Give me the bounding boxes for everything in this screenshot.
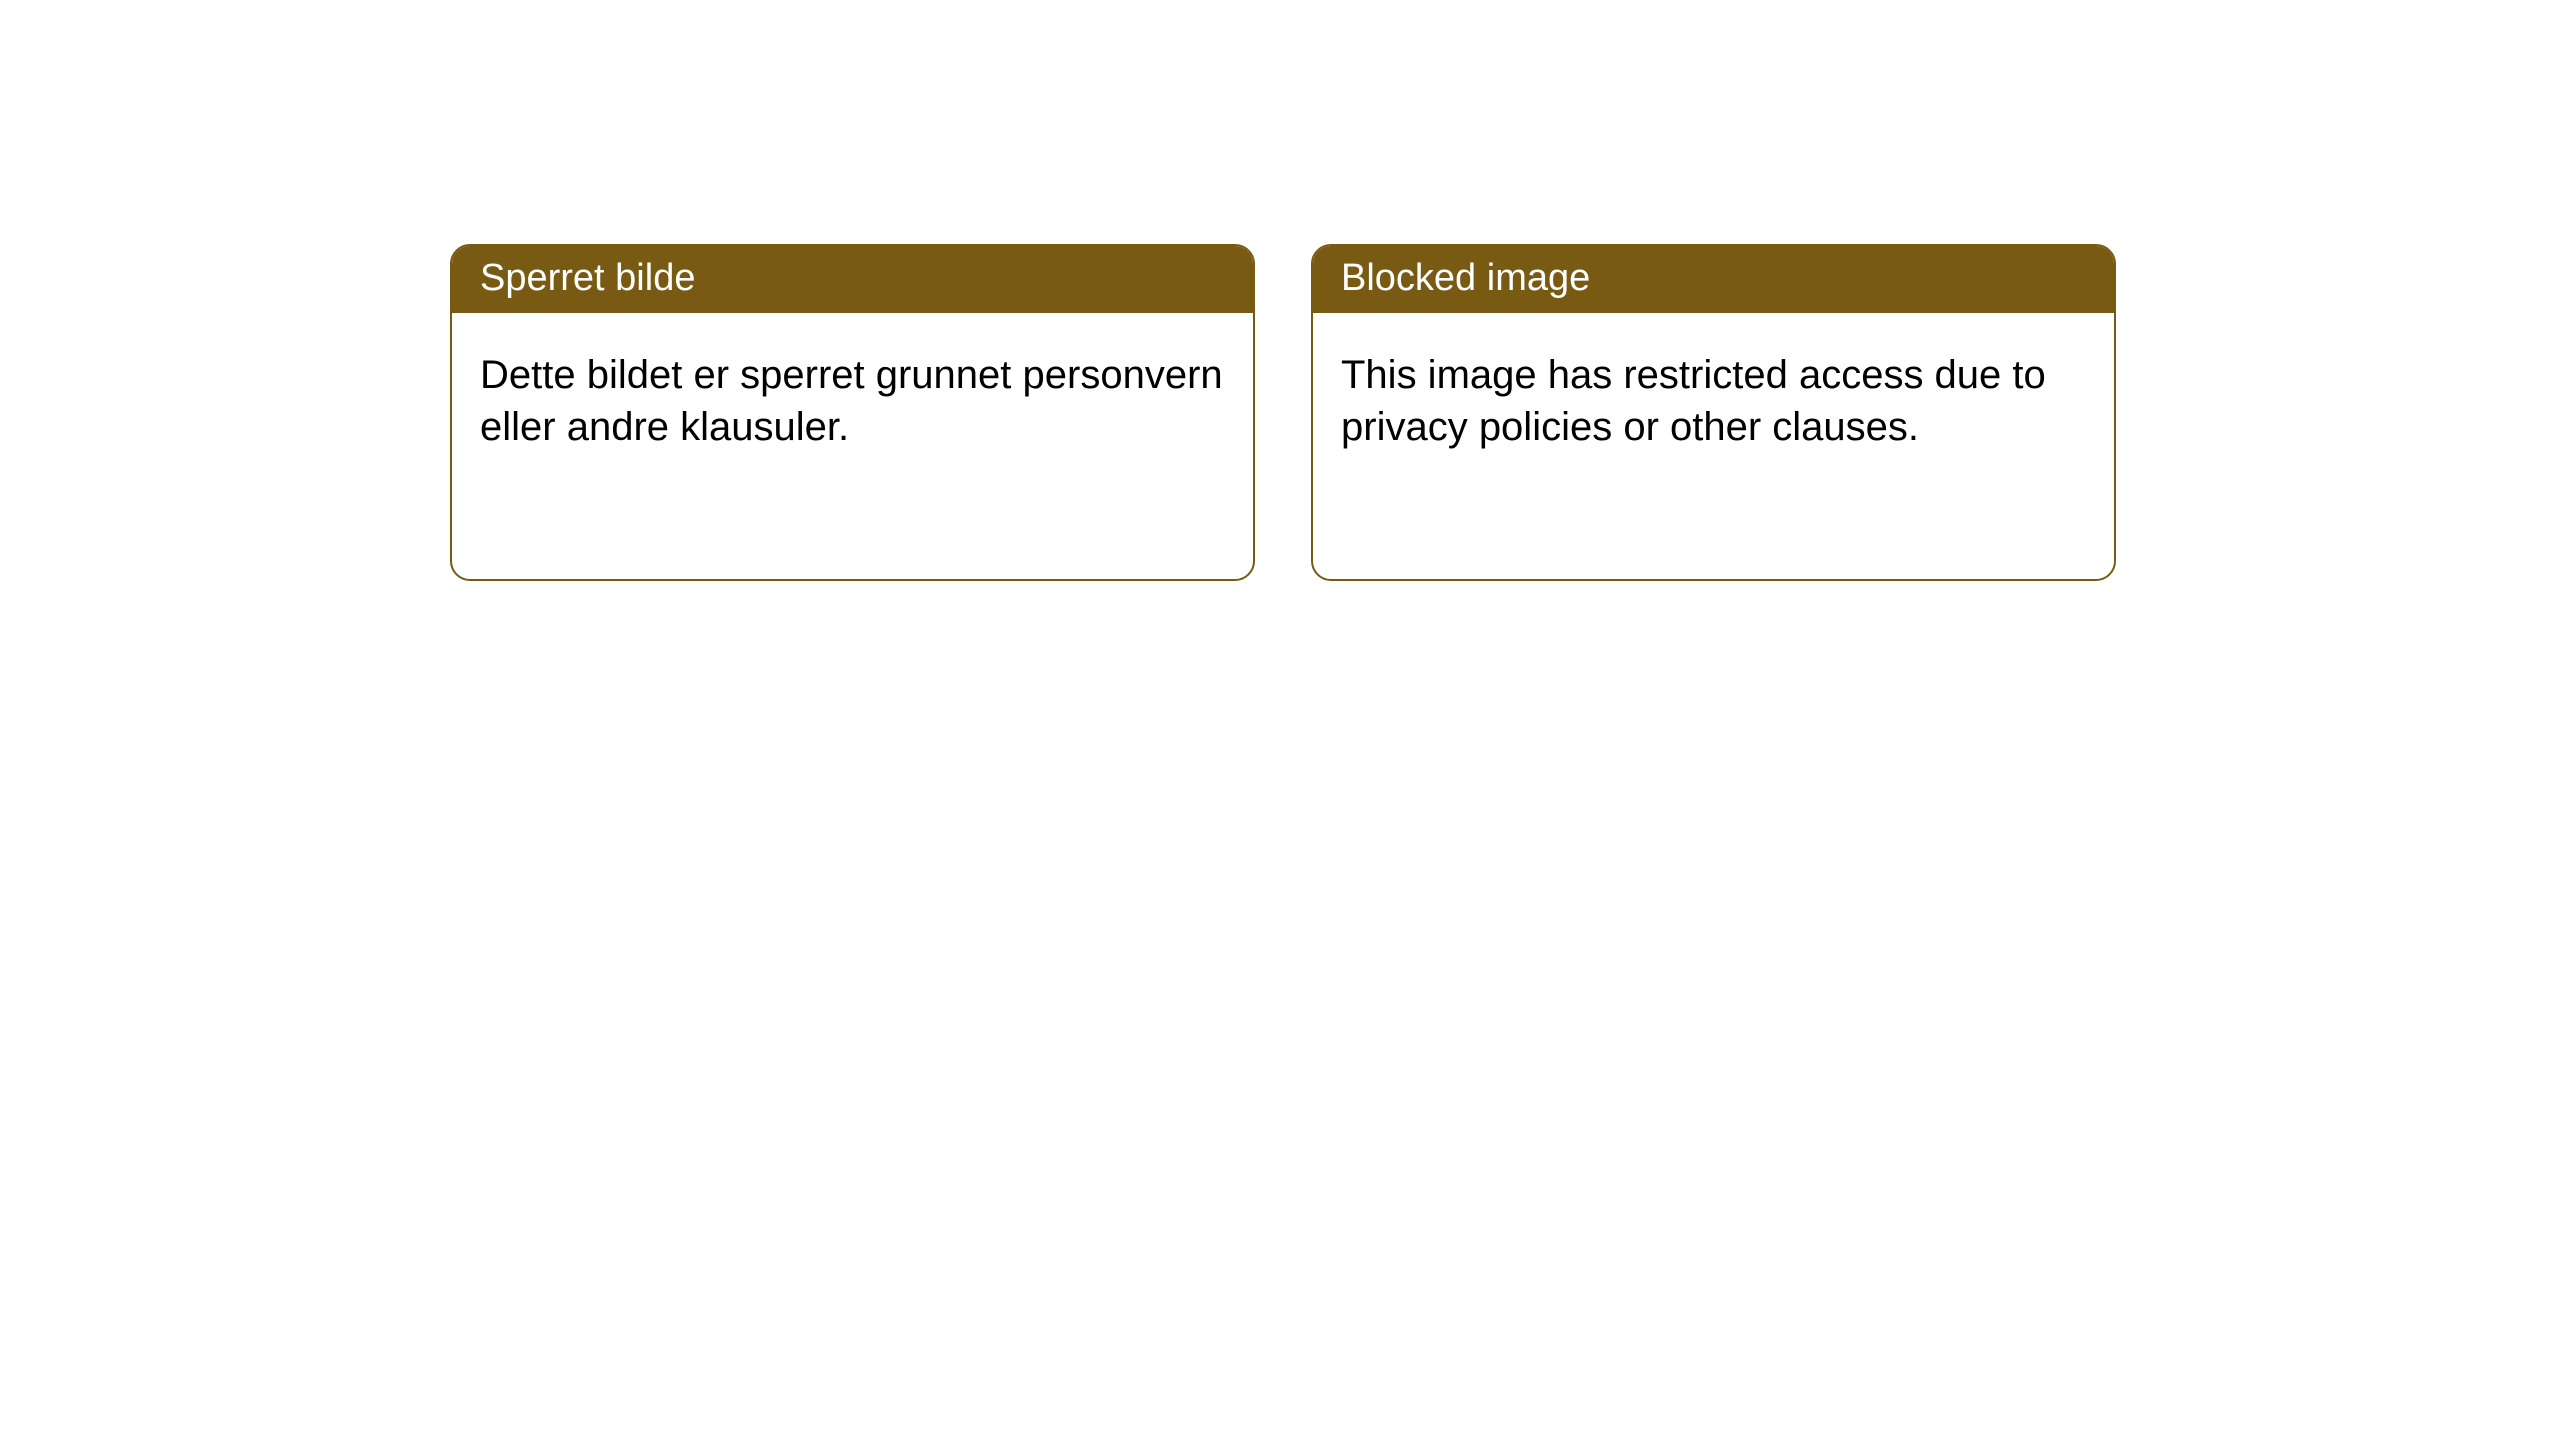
card-title: Sperret bilde <box>480 257 695 299</box>
card-body-text: Dette bildet er sperret grunnet personve… <box>480 353 1223 449</box>
card-body: Dette bildet er sperret grunnet personve… <box>452 313 1253 489</box>
card-body-text: This image has restricted access due to … <box>1341 353 2046 449</box>
card-header: Sperret bilde <box>452 246 1253 313</box>
card-title: Blocked image <box>1341 257 1590 299</box>
blocked-image-card-no: Sperret bilde Dette bildet er sperret gr… <box>450 244 1255 581</box>
cards-container: Sperret bilde Dette bildet er sperret gr… <box>0 0 2560 581</box>
card-body: This image has restricted access due to … <box>1313 313 2114 489</box>
card-header: Blocked image <box>1313 246 2114 313</box>
blocked-image-card-en: Blocked image This image has restricted … <box>1311 244 2116 581</box>
